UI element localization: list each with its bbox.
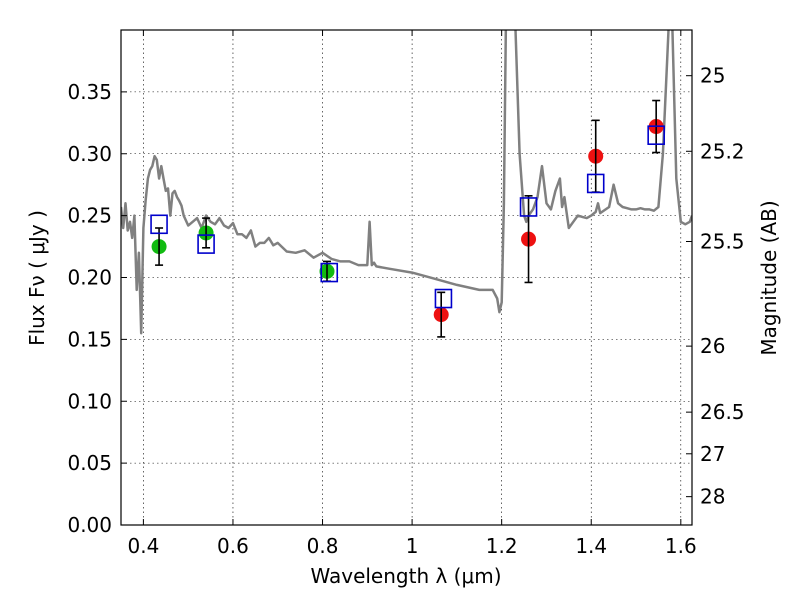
magnitude-axis-label: Magnitude (AB)	[757, 200, 781, 355]
model-photometry-square	[197, 234, 215, 254]
x-tick-label: 0.8	[307, 534, 339, 558]
y-tick-label: 0.30	[67, 142, 112, 166]
model-photometry-square	[586, 173, 605, 194]
y-axis-label: Flux Fν ( μJy )	[25, 210, 49, 346]
model-photometry-square	[519, 197, 538, 217]
x-tick-label: 1.4	[575, 534, 607, 558]
y-tick-label: 0.15	[67, 327, 112, 351]
model-photometry-square	[150, 214, 168, 235]
x-tick-label: 0.6	[217, 534, 249, 558]
model-photometry-square	[320, 262, 339, 283]
data-marks	[150, 99, 665, 338]
y-tick-label: 0.10	[67, 389, 112, 413]
magnitude-tick-label: 25.2	[700, 139, 745, 163]
x-tick-label: 1.6	[665, 534, 697, 558]
magnitude-tick-label: 26	[700, 334, 725, 358]
magnitude-tick-label: 25.5	[700, 230, 745, 254]
x-axis-label: Wavelength λ (μm)	[310, 564, 501, 588]
model-photometry-square	[647, 125, 665, 145]
model-photometry-square	[434, 288, 453, 309]
x-tick-label: 0.4	[127, 534, 159, 558]
magnitude-tick-label: 28	[700, 485, 725, 509]
magnitude-tick-label: 25	[700, 64, 725, 88]
y-tick-label: 0.05	[67, 451, 112, 475]
y-tick-label: 0.35	[67, 80, 112, 104]
y-tick-label: 0.00	[67, 513, 112, 537]
x-tick-label: 1.2	[486, 534, 518, 558]
y-tick-label: 0.25	[67, 204, 112, 228]
spectrum-line	[121, 30, 692, 335]
axis-ticks: 0.4 0.6 0.8 1 1.2 1.4 1.6 0.00 0.05 0.10 0.15 0.20 0…	[67, 30, 745, 558]
magnitude-tick-label: 26.5	[700, 400, 745, 424]
magnitude-tick-label: 27	[700, 442, 725, 466]
x-tick-label: 1	[406, 534, 419, 558]
model-spectrum	[121, 30, 692, 335]
y-tick-label: 0.20	[67, 266, 112, 290]
